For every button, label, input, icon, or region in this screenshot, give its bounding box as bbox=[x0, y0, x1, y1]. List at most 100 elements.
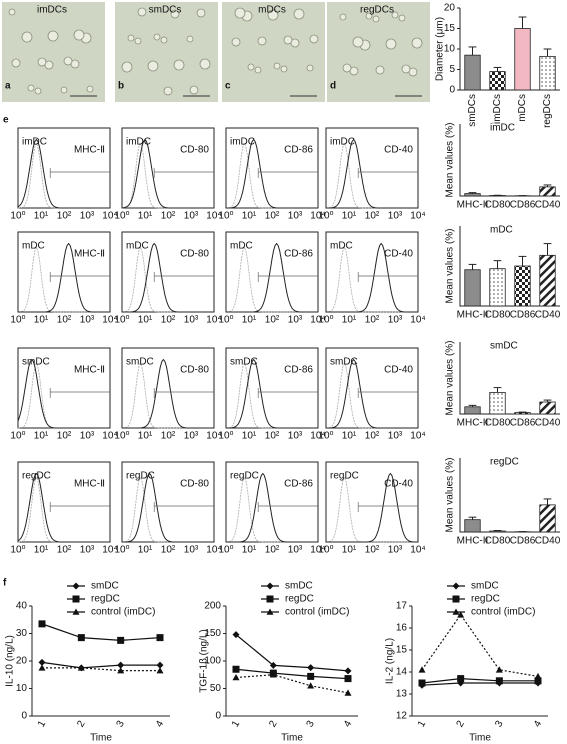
point bbox=[344, 667, 352, 675]
legend-label: regDC bbox=[91, 594, 120, 605]
cell bbox=[121, 61, 133, 73]
panel-letter: d bbox=[330, 81, 336, 92]
cell bbox=[127, 34, 135, 42]
point bbox=[307, 672, 315, 680]
isotype-curve bbox=[225, 362, 318, 429]
marker-label: MHC-Ⅱ bbox=[74, 145, 105, 156]
y-axis-label: Mean values (%) bbox=[445, 340, 456, 415]
x-tick-label: imDCs bbox=[492, 94, 503, 124]
x-tick-label: 2 bbox=[455, 719, 468, 730]
flow-x-tick-label: 10⁰ bbox=[218, 211, 233, 222]
flow-x-tick-label: 10² bbox=[365, 211, 380, 222]
y-tick-label: 0 bbox=[449, 85, 455, 96]
gate-line bbox=[357, 168, 418, 178]
legend-marker bbox=[72, 582, 80, 590]
gate-line bbox=[49, 272, 110, 282]
y-tick-label: 100 bbox=[204, 656, 221, 667]
cell-label: mDC bbox=[330, 241, 353, 252]
flow-x-tick-label: 10¹ bbox=[34, 315, 49, 326]
gate-line bbox=[153, 388, 214, 398]
marker-label: MHC-Ⅱ bbox=[74, 365, 105, 376]
flow-x-tick-label: 10¹ bbox=[342, 431, 357, 442]
gate-line bbox=[49, 168, 110, 178]
micrograph bbox=[2, 2, 105, 102]
flow-x-tick-label: 10² bbox=[161, 315, 176, 326]
point bbox=[495, 677, 503, 685]
y-tick-label: 0 bbox=[21, 711, 27, 722]
panel-letter: a bbox=[5, 81, 11, 92]
series-line bbox=[421, 682, 538, 686]
x-tick-label: CD80 bbox=[485, 536, 511, 547]
series-line bbox=[42, 667, 160, 672]
marker-label: CD-86 bbox=[284, 479, 313, 490]
y-axis-label: Mean values (%) bbox=[445, 228, 456, 303]
flow-plot-frame bbox=[225, 347, 319, 429]
cell bbox=[63, 56, 73, 66]
x-axis-label: Time bbox=[281, 733, 303, 744]
point bbox=[232, 631, 240, 639]
marker-label: CD-40 bbox=[384, 365, 413, 376]
sample-curve bbox=[122, 472, 214, 543]
x-tick-label: CD80 bbox=[485, 200, 511, 211]
cell-label: smDC bbox=[126, 357, 154, 368]
cell-label: imDC bbox=[22, 137, 47, 148]
flow-x-tick-label: 10³ bbox=[184, 315, 199, 326]
bar bbox=[464, 193, 481, 197]
cell-label: mDC bbox=[230, 241, 253, 252]
flow-plot-frame bbox=[325, 231, 419, 313]
x-tick-label: CD40 bbox=[535, 310, 561, 321]
point bbox=[418, 666, 426, 673]
sample-curve bbox=[226, 242, 318, 313]
x-tick-label: CD86 bbox=[510, 418, 536, 429]
flow-x-tick-label: 10⁰ bbox=[114, 431, 129, 442]
sample-curve bbox=[226, 358, 318, 429]
point bbox=[156, 661, 164, 669]
y-tick-label: 50 bbox=[210, 683, 222, 694]
gate-line bbox=[49, 388, 110, 398]
marker-label: CD-40 bbox=[384, 249, 413, 260]
point bbox=[232, 674, 240, 681]
cell bbox=[267, 9, 279, 21]
point bbox=[117, 661, 125, 669]
flow-plot-frame bbox=[17, 461, 111, 543]
marker-label: CD-40 bbox=[384, 479, 413, 490]
point bbox=[38, 658, 46, 666]
cell bbox=[199, 58, 211, 70]
flow-x-tick-label: 10¹ bbox=[138, 315, 153, 326]
cell bbox=[309, 34, 319, 44]
cell-label: regDC bbox=[330, 471, 359, 482]
cell-label: imDC bbox=[126, 137, 151, 148]
x-tick-label: CD86 bbox=[510, 536, 536, 547]
bar bbox=[539, 186, 556, 197]
y-tick-label: 20 bbox=[444, 3, 456, 14]
y-tick-label: 10 bbox=[16, 683, 28, 694]
point bbox=[307, 664, 315, 672]
flow-x-tick-label: 10⁰ bbox=[318, 211, 333, 222]
x-tick-label: 4 bbox=[342, 719, 355, 730]
flow-plot-frame bbox=[325, 461, 419, 543]
flow-x-tick-label: 10⁴ bbox=[206, 211, 221, 222]
x-tick-label: CD86 bbox=[510, 200, 536, 211]
flow-x-tick-label: 10¹ bbox=[242, 545, 257, 556]
flow-x-tick-label: 10³ bbox=[388, 315, 403, 326]
x-tick-label: 4 bbox=[532, 719, 545, 730]
y-tick-label: 150 bbox=[204, 628, 221, 639]
bar bbox=[464, 54, 481, 91]
flow-x-tick-label: 10⁴ bbox=[206, 545, 221, 556]
legend-marker bbox=[72, 595, 80, 603]
flow-x-tick-label: 10⁰ bbox=[318, 545, 333, 556]
cell bbox=[189, 85, 199, 95]
flow-x-tick-label: 10² bbox=[57, 545, 72, 556]
gate-line bbox=[357, 502, 418, 512]
y-tick-label: 10 bbox=[444, 44, 456, 55]
chart-title: regDC bbox=[490, 457, 519, 468]
x-tick-label: MHC-II bbox=[457, 536, 489, 547]
flow-x-tick-label: 10⁴ bbox=[410, 545, 425, 556]
flow-x-tick-label: 10¹ bbox=[34, 211, 49, 222]
chart-title: imDC bbox=[490, 123, 515, 134]
panel-letter: c bbox=[225, 81, 231, 92]
y-tick-label: 20 bbox=[16, 656, 28, 667]
flow-x-tick-label: 10⁴ bbox=[102, 211, 117, 222]
cell bbox=[147, 60, 159, 72]
isotype-curve bbox=[121, 246, 214, 313]
